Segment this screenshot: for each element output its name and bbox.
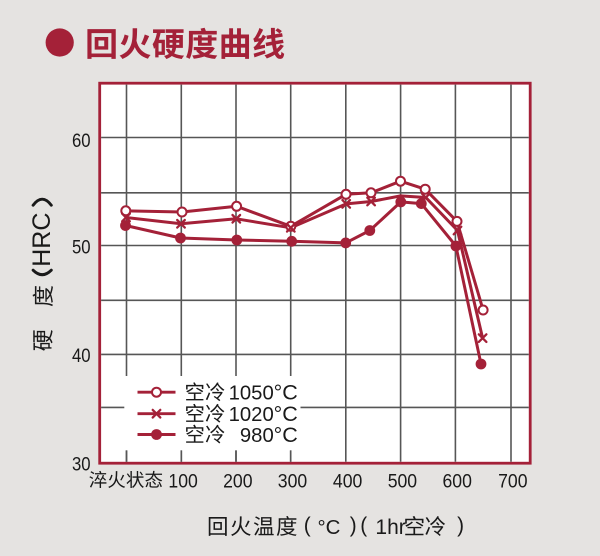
svg-text:1050: 1050 (229, 383, 274, 405)
svg-text:60: 60 (72, 130, 91, 152)
svg-text:°C: °C (274, 381, 298, 405)
svg-text:1hr: 1hr (375, 516, 405, 539)
svg-text:100: 100 (168, 471, 197, 493)
svg-text:°C: °C (274, 402, 298, 426)
svg-text:°C: °C (317, 517, 340, 539)
svg-text:1020: 1020 (229, 404, 274, 426)
svg-text:°C: °C (274, 423, 298, 447)
svg-text:50: 50 (72, 237, 91, 259)
svg-text:200: 200 (223, 471, 252, 493)
svg-text:): ) (457, 514, 464, 537)
svg-text:40: 40 (72, 345, 91, 367)
svg-text:700: 700 (498, 471, 527, 493)
svg-text:HRC: HRC (28, 213, 56, 267)
svg-text:980: 980 (240, 425, 274, 447)
svg-text:300: 300 (278, 471, 307, 493)
svg-text:30: 30 (72, 454, 91, 476)
svg-text:600: 600 (443, 471, 472, 493)
svg-text:400: 400 (333, 471, 362, 493)
svg-text:(: ( (304, 514, 311, 537)
svg-text:(: ( (360, 514, 367, 537)
svg-text:500: 500 (388, 471, 417, 493)
svg-text:): ) (350, 514, 357, 537)
